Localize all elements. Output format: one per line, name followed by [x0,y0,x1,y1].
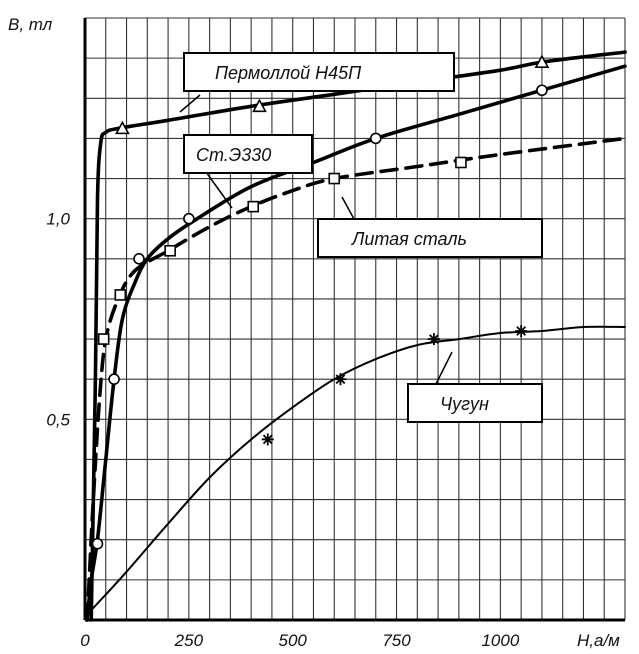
x-axis-label: H,а/м [577,631,620,650]
marker-square [247,200,260,213]
label-cast-iron: Чугун [407,351,543,423]
marker-circle [183,212,195,225]
leader-cast-iron [434,351,453,387]
marker-star [427,333,440,346]
y-tick-label: 1,0 [46,210,70,229]
marker-circle [369,132,382,145]
marker-circle [536,84,548,97]
marker-star [261,433,274,446]
series-line-3 [92,325,626,609]
x-tick-label: 250 [174,631,204,650]
marker-square [455,156,467,169]
label-box-cast-steel [317,218,543,258]
label-text-cast-iron: Чугун [440,394,489,414]
label-text-permalloy: Пермоллой Н45П [215,63,362,83]
x-tick-label: 0 [80,631,90,650]
x-tick-label: 500 [279,631,308,650]
label-text-steel-e330: Ст.Э330 [196,145,271,165]
axes [83,18,625,622]
series-line-0 [89,50,627,622]
leader-cast-steel [341,196,355,220]
label-permalloy: Пермоллой Н45П [179,52,455,113]
leader-steel-e330 [205,171,233,209]
y-axis-label: B, тл [8,15,53,34]
marker-square [328,172,341,185]
leader-permalloy [179,94,201,113]
y-tick-label: 0,5 [46,410,70,429]
label-box-cast-iron [407,383,543,423]
tick-labels: 0 250 500 750 1000 0,5 1,0 [46,210,519,650]
marker-star [334,373,347,386]
marker-circle [108,373,120,386]
grid [84,17,626,620]
marker-square [114,289,127,301]
marker-triangle [534,54,550,68]
label-text-cast-steel: Литая сталь [351,229,467,249]
marker-star [515,325,528,338]
series-markers [91,54,550,550]
label-box-steel-e330 [183,134,313,174]
x-tick-label: 750 [382,631,411,650]
marker-circle [133,252,145,265]
marker-circle [91,537,104,550]
marker-square [164,244,176,257]
marker-triangle [115,120,130,135]
label-box-permalloy [183,52,455,92]
marker-triangle [252,98,267,113]
series-line-1 [85,64,627,622]
x-tick-label: 1000 [481,631,519,650]
label-cast-steel: Литая сталь [317,196,543,258]
label-steel-e330: Ст.Э330 [183,134,313,209]
marker-square [97,333,110,345]
